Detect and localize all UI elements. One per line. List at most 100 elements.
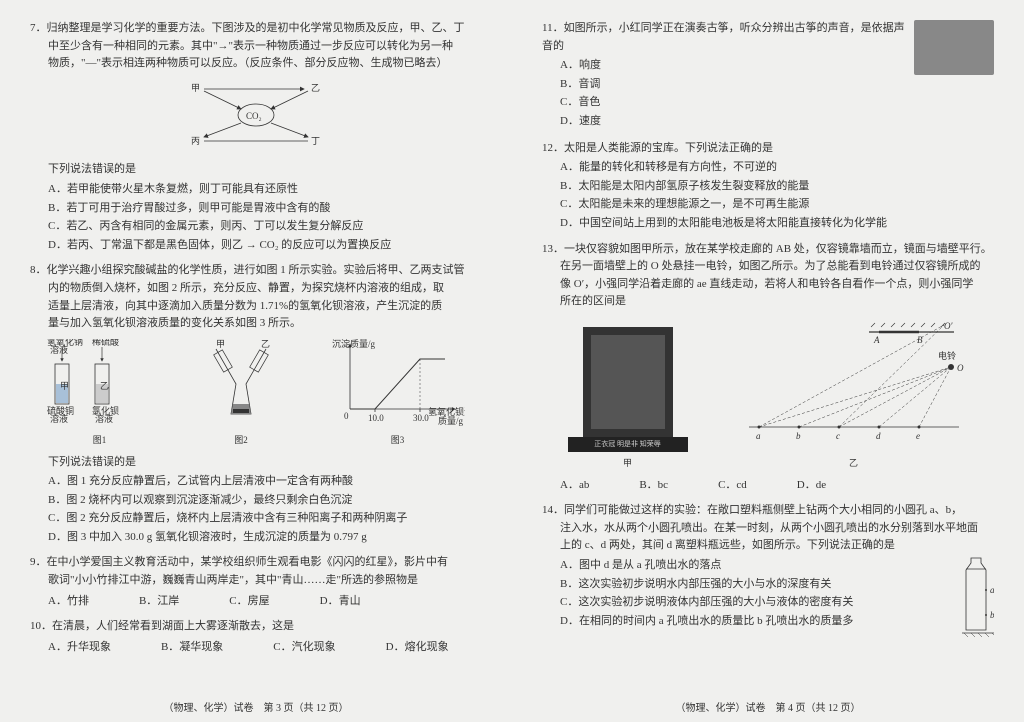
svg-text:b: b (796, 431, 801, 441)
q9-stem2: 歌词"小小竹排江中游，巍巍青山两岸走"，其中"青山……走"所选的参照物是 (30, 572, 482, 590)
svg-text:质量/g: 质量/g (438, 415, 464, 426)
q11-num: 11． (542, 22, 564, 34)
svg-text:乙: 乙 (261, 339, 270, 349)
q10-opt-a: A．升华现象 (48, 639, 111, 657)
question-8: 8．化学兴趣小组探究酸碱盐的化学性质，进行如图 1 所示实验。实验后将甲、乙两支… (30, 262, 482, 546)
footer-right: （物理、化学）试卷 第 4 页（共 12 页） (512, 699, 1024, 714)
q11-opt-c: C．音色 (560, 94, 994, 112)
q11-opt-b: B．音调 (560, 76, 994, 94)
q12-opt-a: A．能量的转化和转移是有方向性，不可逆的 (560, 159, 994, 177)
q9-stem1: 在中小学爱国主义教育活动中，某学校组织师生观看电影《闪闪的红星》，影片中有 (47, 556, 449, 568)
q8-opt-d: D．图 3 中加入 30.0 g 氢氧化钡溶液时，生成沉淀的质量为 0.797 … (48, 529, 482, 547)
q13-fig-jia: 正衣冠 明是非 知荣辱 甲 (568, 327, 688, 470)
svg-text:稀硫酸: 稀硫酸 (92, 339, 119, 347)
q14-num: 14． (542, 504, 564, 516)
question-13: 13．一块仅容貌如图甲所示，放在某学校走廊的 AB 处，仅容镜靠墙而立，镜面与墙… (542, 241, 994, 495)
svg-text:e: e (916, 431, 920, 441)
q10-opt-c: C．汽化现象 (273, 639, 335, 657)
question-14: 14．同学们可能做过这样的实验：在敞口塑料瓶侧壁上钻两个大小相同的小圆孔 a、b… (542, 502, 994, 656)
q9-opt-b: B．江岸 (139, 593, 179, 611)
svg-text:a: a (756, 431, 761, 441)
svg-text:CO₂: CO₂ (246, 111, 262, 121)
q8-opt-a: A．图 1 充分反应静置后，乙试管内上层清液中一定含有两种酸 (48, 473, 482, 491)
q13-diagrams: 正衣冠 明是非 知荣辱 甲 (542, 317, 994, 471)
svg-text:0: 0 (344, 411, 349, 421)
q14-stem1: 同学们可能做过这样的实验：在敞口塑料瓶侧壁上钻两个大小相同的小圆孔 a、b， (564, 504, 962, 516)
q8-fig1: 氢氧化钠 溶液 稀硫酸 甲 乙 硫酸铜 溶液 氯化钡 溶液 图1 (47, 339, 152, 448)
q8-stem4: 量与加入氢氧化钡溶液质量的变化关系如图 3 所示。 (30, 315, 482, 333)
svg-text:甲: 甲 (191, 83, 200, 93)
q8-opt-b: B．图 2 烧杯内可以观察到沉淀逐渐减少，最终只剩余白色沉淀 (48, 492, 482, 510)
q7-stem3: 物质，"—"表示相连两种物质可以反应。（反应条件、部分反应物、生成物已略去） (30, 55, 482, 73)
q12-stem: 太阳是人类能源的宝库。下列说法正确的是 (564, 142, 773, 154)
q11-stem: 如图所示，小红同学正在演奏古筝，听众分辨出古筝的声音，是依据声音的 (542, 22, 905, 52)
svg-text:O: O (957, 363, 964, 373)
svg-text:30.0: 30.0 (413, 413, 429, 423)
q12-num: 12． (542, 142, 564, 154)
svg-text:10.0: 10.0 (368, 413, 384, 423)
q11-opt-d: D．速度 (560, 113, 994, 131)
q12-opt-c: C．太阳能是未来的理想能源之一，是不可再生能源 (560, 196, 994, 214)
q7-opt-d: D．若丙、丁常温下都是黑色固体，则乙 → CO₂ 的反应可以为置换反应 (48, 237, 482, 255)
svg-text:甲: 甲 (60, 381, 69, 391)
svg-text:溶液: 溶液 (50, 344, 68, 355)
question-10: 10．在清晨，人们经常看到湖面上大雾逐渐散去，这是 A．升华现象 B．凝华现象 … (30, 618, 482, 656)
svg-text:O′: O′ (944, 321, 953, 331)
question-11: 11．如图所示，小红同学正在演奏古筝，听众分辨出古筝的声音，是依据声音的 A．响… (542, 20, 994, 132)
page-3: 7．归纳整理是学习化学的重要方法。下图涉及的是初中化学常见物质及反应，甲、乙、丁… (0, 0, 512, 722)
q13-opt-a: A．ab (560, 477, 589, 495)
q8-fig2: 甲 乙 图2 (186, 339, 296, 448)
svg-text:溶液: 溶液 (50, 413, 68, 424)
q10-stem: 在清晨，人们经常看到湖面上大雾逐渐散去，这是 (52, 620, 294, 632)
fig1-label: 图1 (47, 433, 152, 447)
svg-text:c: c (836, 431, 840, 441)
q7-stem2: 中至少含有一种相同的元素。其中"→"表示一种物质通过一步反应可以转化为另一种 (30, 38, 482, 56)
q14-opt-c: C．这次实验初步说明液体内部压强的大小与液体的密度有关 (560, 594, 994, 612)
q7-opt-c: C．若乙、丙含有相同的金属元素，则丙、丁可以发生复分解反应 (48, 218, 482, 236)
svg-text:电铃: 电铃 (938, 350, 956, 361)
svg-text:b: b (990, 610, 994, 620)
q13-stem4: 所在的区间是 (542, 293, 994, 311)
q13-opt-d: D．de (797, 477, 826, 495)
q9-opt-a: A．竹排 (48, 593, 89, 611)
fig-yi-label: 乙 (739, 456, 969, 470)
svg-text:A: A (873, 335, 880, 345)
q14-opt-b: B．这次实验初步说明水内部压强的大小与水的深度有关 (560, 576, 994, 594)
q8-diagrams: 氢氧化钠 溶液 稀硫酸 甲 乙 硫酸铜 溶液 氯化钡 溶液 图1 (30, 339, 482, 448)
q7-opt-a: A．若甲能使带火星木条复燃，则丁可能具有还原性 (48, 181, 482, 199)
q8-fig3: 沉淀质量/g 10.0 30.0 0 氢氧化钡溶液 质量/g 图3 (330, 339, 465, 448)
question-7: 7．归纳整理是学习化学的重要方法。下图涉及的是初中化学常见物质及反应，甲、乙、丁… (30, 20, 482, 254)
q8-lead: 下列说法错误的是 (30, 454, 482, 472)
q10-num: 10． (30, 620, 52, 632)
q8-opt-c: C．图 2 充分反应静置后，烧杯内上层清液中含有三种阳离子和两种阴离子 (48, 510, 482, 528)
fig-jia-label: 甲 (568, 456, 688, 470)
svg-text:甲: 甲 (216, 339, 225, 349)
q8-num: 8． (30, 264, 47, 276)
q12-opt-b: B．太阳能是太阳内部氢原子核发生裂变释放的能量 (560, 178, 994, 196)
q8-stem3: 适量上层清液，向其中逐滴加入质量分数为 1.71%的氢氧化钡溶液，产生沉淀的质 (30, 298, 482, 316)
svg-text:乙: 乙 (100, 381, 109, 391)
page-4: 11．如图所示，小红同学正在演奏古筝，听众分辨出古筝的声音，是依据声音的 A．响… (512, 0, 1024, 722)
question-12: 12．太阳是人类能源的宝库。下列说法正确的是 A．能量的转化和转移是有方向性，不… (542, 140, 994, 233)
q8-stem2: 内的物质倒入烧杯，如图 2 所示，充分反应、静置，为探究烧杯内溶液的组成，取 (30, 280, 482, 298)
q14-stem2: 注入水，水从两个小圆孔喷出。在某一时刻，从两个小圆孔喷出的水分别落到水平地面 (542, 520, 994, 538)
q13-fig-yi: A B O 电铃 O′ a b c d e (739, 317, 969, 471)
svg-text:乙: 乙 (311, 83, 320, 93)
q7-opt-b: B．若丁可用于治疗胃酸过多，则甲可能是胃液中含有的酸 (48, 200, 482, 218)
guzheng-photo (914, 20, 994, 75)
svg-text:丙: 丙 (191, 136, 200, 146)
q7-diagram: 甲 乙 丙 丁 CO₂ (176, 79, 336, 156)
q14-opt-a: A．图中 d 是从 a 孔喷出水的落点 (560, 557, 994, 575)
q7-stem1: 归纳整理是学习化学的重要方法。下图涉及的是初中化学常见物质及反应，甲、乙、丁 (47, 22, 465, 34)
fig3-label: 图3 (330, 433, 465, 447)
q14-stem3: 上的 c、d 两处，其间 d 离塑料瓶远些，如图所示。下列说法正确的是 (542, 537, 994, 555)
q8-stem1: 化学兴趣小组探究酸碱盐的化学性质，进行如图 1 所示实验。实验后将甲、乙两支试管 (47, 264, 465, 276)
q7-lead: 下列说法错误的是 (30, 161, 482, 179)
q14-bottle-diagram: a b d c (959, 555, 994, 657)
q9-opt-d: D．青山 (320, 593, 361, 611)
svg-text:d: d (876, 431, 881, 441)
q10-opt-b: B．凝华现象 (161, 639, 223, 657)
q13-opt-b: B．bc (639, 477, 668, 495)
q13-stem2: 在另一面墙壁上的 O 处悬挂一电铃，如图乙所示。为了总能看到电铃通过仅容镜所成的 (542, 258, 994, 276)
q9-num: 9． (30, 556, 47, 568)
